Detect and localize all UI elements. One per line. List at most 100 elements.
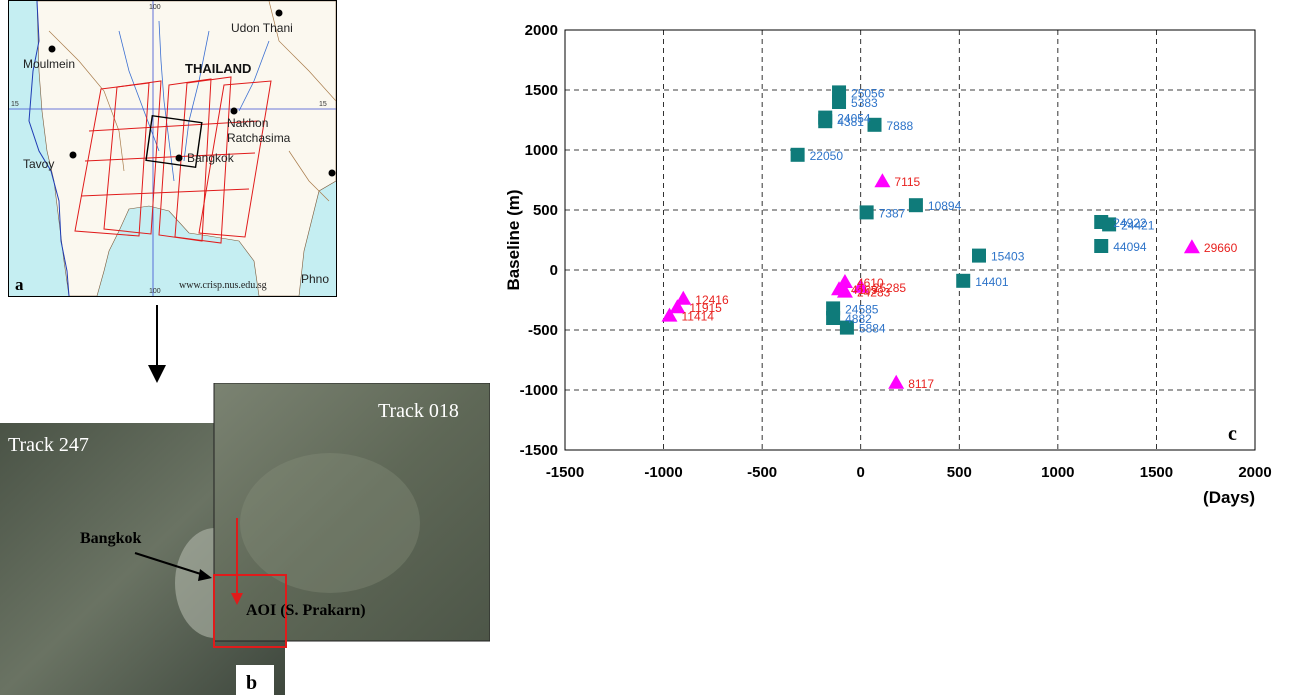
aoi-box <box>213 574 287 648</box>
plot-area <box>564 29 1256 451</box>
x-tick-label: 500 <box>947 464 972 481</box>
point-label: 15403 <box>991 250 1025 264</box>
point-label: 11414 <box>681 310 714 324</box>
track-018-label: Track 018 <box>378 400 459 422</box>
ers-square-point <box>839 320 854 335</box>
x-tick-label: 1500 <box>1140 464 1173 481</box>
point-label: 10894 <box>928 199 962 213</box>
ers-square-point <box>859 205 874 220</box>
x-axis-label: (Days) <box>1203 488 1255 507</box>
y-tick-label: -500 <box>528 322 558 339</box>
envisat-triangle-point <box>675 290 692 305</box>
ers-square-point <box>1102 217 1117 232</box>
river-4 <box>238 40 270 112</box>
ers-square-point <box>790 147 805 162</box>
x-tick-label: 1000 <box>1041 464 1074 481</box>
point-label: 5383 <box>851 96 878 110</box>
track-frame-4 <box>174 76 232 244</box>
x-tick-label: -500 <box>747 464 777 481</box>
envisat-triangle-point <box>836 274 853 288</box>
ers-square-point <box>908 198 923 213</box>
point-label: 4882 <box>845 312 872 326</box>
map-credit: www.crisp.nus.edu.sg <box>179 280 267 291</box>
panel-letter-c: c <box>1228 423 1237 445</box>
panel-letter-a: a <box>15 275 24 294</box>
city-tavoy: Tavoy <box>23 157 54 171</box>
point-label: 25056 <box>851 86 885 100</box>
river-1 <box>158 20 175 182</box>
baseline-chart: -1500 -1000 -500 0 500 1000 1500 2000 -1500 -1000… <box>504 5 1295 535</box>
city-dot-udon <box>275 9 283 17</box>
y-tick-label: 500 <box>533 202 558 219</box>
point-label: 4381 <box>837 115 864 129</box>
ers-square-point <box>832 95 847 109</box>
ers-square-point <box>867 117 882 132</box>
point-label: 24054 <box>837 112 871 126</box>
axis-ticks: -1500 -1000 -500 0 500 1000 1500 2000 -1500 -1000… <box>520 22 1272 481</box>
grid-label-left: 15 <box>11 101 19 108</box>
y-tick-label: -1000 <box>520 382 558 399</box>
track-frame-5 <box>198 80 272 238</box>
city-bangkok: Bangkok <box>187 151 235 165</box>
city-moulmein: Moulmein <box>23 57 75 71</box>
x-tick-label: -1000 <box>644 464 682 481</box>
country-label: THAILAND <box>185 61 251 76</box>
point-label: 11915 <box>689 301 722 315</box>
y-axis-label: Baseline (m) <box>505 189 523 290</box>
track-247-label: Track 247 <box>8 434 89 456</box>
border-1 <box>48 30 125 172</box>
panel-letter-b: b <box>246 672 257 694</box>
grid-label-top: 100 <box>149 4 161 11</box>
point-label: 7888 <box>887 119 914 133</box>
ers-square-point <box>1094 239 1109 253</box>
point-label: 29660 <box>1204 241 1238 255</box>
y-tick-label: 0 <box>550 262 558 279</box>
city-dot-tavoy <box>69 151 77 159</box>
point-label: 24421 <box>1121 218 1155 232</box>
city-udon: Udon Thani <box>231 21 293 35</box>
point-label: 8117 <box>908 377 934 391</box>
land-area <box>36 1 336 296</box>
ers-square-point <box>972 248 986 263</box>
data-markers <box>661 85 1200 389</box>
location-map: Udon Thani Moulmein Nakhon Ratchasima Ta… <box>8 0 337 297</box>
track-018-texture <box>240 453 420 593</box>
y-tick-label: 2000 <box>525 22 558 39</box>
point-label: 4109 <box>851 283 878 297</box>
chart-svg: -1500 -1000 -500 0 500 1000 1500 2000 -1500 -1000… <box>504 22 1272 507</box>
city-dot-bangkok <box>175 154 183 162</box>
envisat-triangle-point <box>661 307 678 322</box>
ers-square-point <box>818 114 833 129</box>
point-label: 22050 <box>810 149 844 163</box>
point-label: 4610 <box>857 276 884 290</box>
envisat-triangle-point <box>669 299 686 314</box>
point-label: 14401 <box>975 275 1009 289</box>
point-label: 44094 <box>1113 240 1147 254</box>
point-label: 7115 <box>894 175 920 189</box>
coast-left <box>28 1 70 296</box>
river-2 <box>118 30 160 152</box>
point-label: 25285 <box>873 281 907 295</box>
bangkok-arrow <box>134 552 208 577</box>
river-3 <box>183 30 210 162</box>
point-label: 24585 <box>845 302 879 316</box>
map-drawing: Udon Thani Moulmein Nakhon Ratchasima Ta… <box>9 1 336 296</box>
envisat-triangle-point <box>1183 239 1200 254</box>
down-arrow <box>148 305 166 383</box>
city-dot-nakhon <box>230 107 238 115</box>
border-3 <box>288 150 330 202</box>
x-tick-label: 0 <box>857 464 865 481</box>
track-018-image <box>213 383 490 642</box>
x-tick-label: 2000 <box>1238 464 1271 481</box>
city-ratchasima: Ratchasima <box>227 131 291 145</box>
city-nakhon: Nakhon <box>227 116 268 130</box>
city-dot-east <box>328 169 336 177</box>
envisat-triangle-point <box>888 374 905 389</box>
track-frame-2 <box>103 80 162 235</box>
envisat-triangle-point <box>852 278 869 293</box>
city-dot-moulmein <box>48 45 56 53</box>
grid-label-right: 15 <box>319 101 327 108</box>
y-tick-label: -1500 <box>520 442 558 459</box>
bangkok-label: Bangkok <box>80 530 141 547</box>
